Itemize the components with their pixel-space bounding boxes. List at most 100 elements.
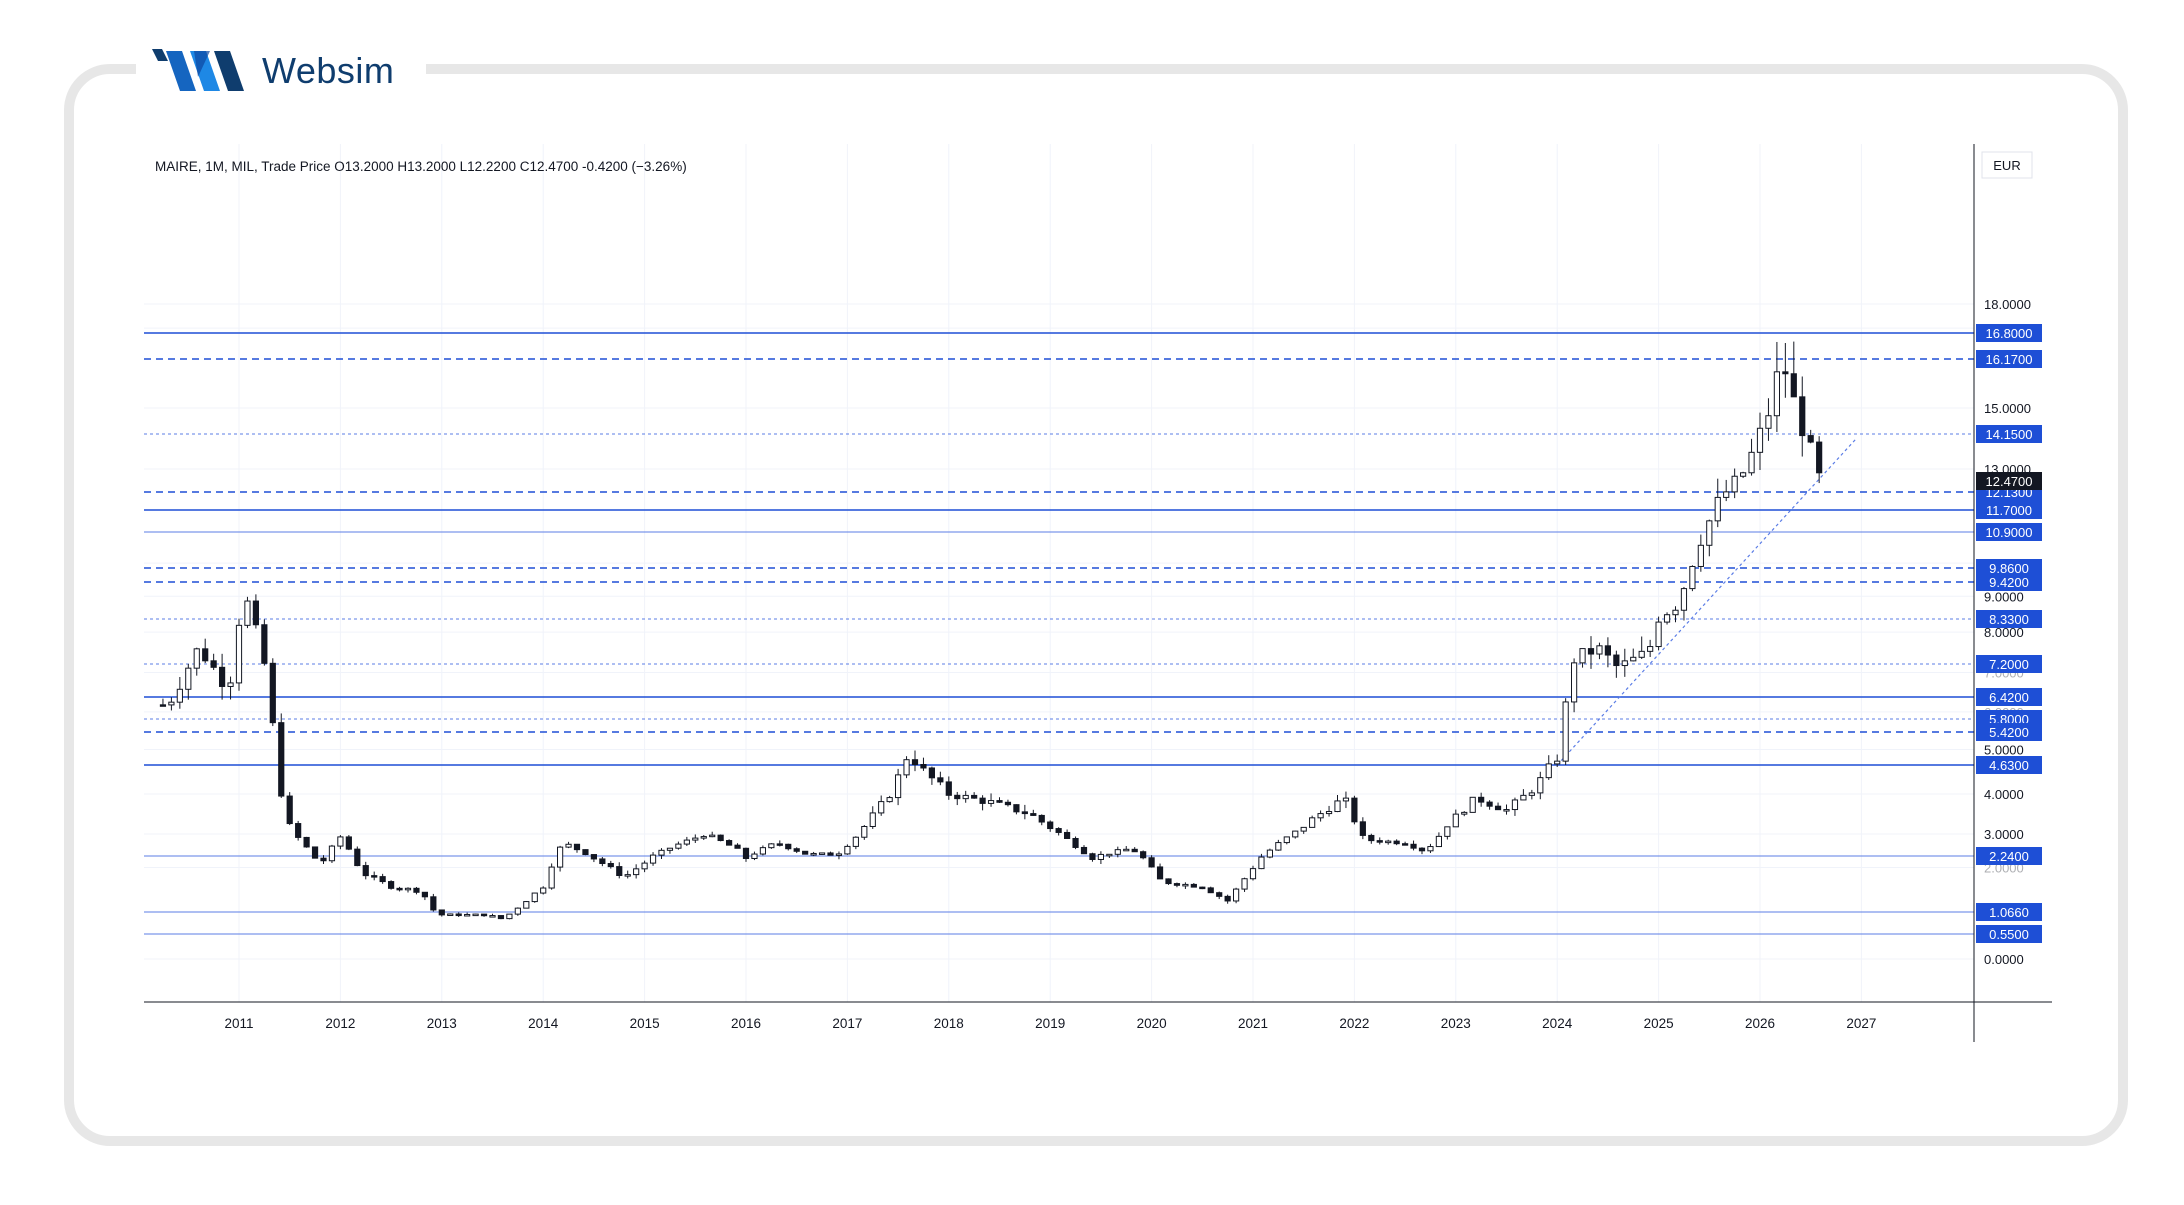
candle — [531, 892, 538, 903]
candle-body-down — [1224, 895, 1231, 902]
candle — [1790, 341, 1797, 398]
time-tick-label: 2018 — [934, 1016, 964, 1031]
level-badge-label: 6.4200 — [1989, 690, 2029, 705]
price-levels — [144, 332, 1974, 935]
candle — [624, 870, 631, 879]
candle — [700, 835, 707, 841]
candle — [480, 913, 488, 917]
candle-body-down — [1799, 396, 1806, 437]
candle — [303, 836, 310, 848]
candle — [861, 825, 868, 840]
candle — [1638, 636, 1645, 659]
candle-body-up — [1275, 842, 1282, 851]
level-badge-bg — [1976, 350, 2042, 368]
candle-body-down — [1478, 796, 1485, 803]
candle — [362, 861, 369, 880]
candle-body-down — [1604, 645, 1612, 656]
candle — [261, 619, 268, 666]
currency-badge[interactable]: EUR — [1981, 151, 2033, 179]
candle — [1773, 341, 1781, 432]
candle — [1604, 637, 1612, 668]
level-badge-bg — [1976, 425, 2042, 443]
candle — [1266, 848, 1274, 859]
candle-body-down — [1393, 840, 1400, 845]
candle-body-down — [1782, 371, 1789, 375]
candle-body-down — [996, 800, 1003, 803]
candle-body-up — [987, 800, 995, 804]
candle-body-up — [1748, 451, 1755, 474]
last-price-badge: 12.4700 — [1976, 472, 2042, 490]
axes — [144, 144, 2052, 1042]
candle-body-down — [1494, 805, 1502, 811]
level-badge-bg — [1976, 925, 2042, 943]
candle — [227, 676, 234, 700]
candle-body-up — [540, 887, 547, 894]
candle-body-down — [345, 836, 352, 850]
candle-body-up — [1241, 878, 1248, 890]
level-badge-bg — [1976, 847, 2042, 865]
candle — [379, 873, 386, 884]
candle — [793, 847, 800, 854]
candle — [1807, 429, 1814, 444]
candle — [1148, 855, 1155, 868]
level-badge-bg — [1976, 688, 2042, 706]
time-tick-label: 2011 — [224, 1016, 253, 1031]
level-badge-bg — [1976, 324, 2042, 342]
candle-body-up — [861, 825, 868, 838]
candle — [278, 713, 285, 798]
time-axis-labels: 2011 2012 2013 2014 2015 2016 2017 2018 2019 2020… — [224, 1016, 1876, 1031]
level-badge-label: 14.1500 — [1986, 427, 2033, 442]
candle-body-down — [971, 794, 978, 799]
candle — [776, 840, 783, 847]
candle-body-up — [886, 797, 893, 803]
candle — [1359, 817, 1366, 840]
candle-body-up — [869, 812, 876, 827]
candle-body-up — [1663, 614, 1671, 623]
level-badge-label: 4.6300 — [1989, 758, 2029, 773]
candle-body-up — [835, 853, 843, 856]
candle — [472, 913, 479, 917]
level-badge-label: 1.0660 — [1989, 905, 2029, 920]
candle-body-up — [447, 913, 454, 916]
candle — [1503, 804, 1510, 815]
candle-body-up — [1182, 883, 1189, 887]
candle-body-up — [1680, 588, 1688, 611]
candle — [1055, 827, 1062, 836]
candle-body-up — [557, 846, 564, 868]
candle-body-up — [1723, 491, 1730, 498]
candle — [1106, 853, 1113, 859]
candle-body-down — [430, 896, 437, 911]
candle — [987, 793, 995, 807]
time-tick-label: 2020 — [1137, 1016, 1167, 1031]
candle-body-up — [565, 843, 572, 848]
candlestick-chart[interactable]: 0.00002.00003.00004.00005.00006.00007.00… — [144, 144, 2052, 1042]
candle-body-down — [1587, 648, 1595, 655]
candle-body-up — [1537, 777, 1544, 794]
candle-body-down — [388, 881, 395, 889]
candle — [1680, 586, 1688, 621]
candle — [852, 836, 859, 850]
candle — [1410, 840, 1417, 851]
candle-body-down — [1055, 828, 1062, 833]
candle — [709, 831, 716, 838]
level-badge-label: 2.2400 — [1989, 849, 2029, 864]
candle-body-down — [421, 891, 428, 898]
chart-panel: 0.00002.00003.00004.00005.00006.00007.00… — [144, 144, 2052, 1042]
candle — [1418, 847, 1426, 855]
candle-body-up — [185, 667, 192, 690]
candle-body-up — [514, 907, 521, 915]
candle-body-up — [1689, 565, 1696, 590]
candle — [1537, 771, 1544, 800]
candle — [1030, 809, 1037, 816]
candle-body-down — [219, 666, 226, 687]
candle-body-up — [1309, 817, 1316, 828]
level-badge: 6.4200 — [1976, 688, 2042, 706]
candle — [878, 795, 885, 816]
candle — [1545, 755, 1552, 780]
candle-body-down — [945, 781, 952, 796]
candle — [413, 886, 420, 895]
candle — [1165, 878, 1172, 885]
candle — [675, 841, 682, 850]
candle — [1376, 837, 1383, 845]
candle — [1494, 802, 1502, 811]
